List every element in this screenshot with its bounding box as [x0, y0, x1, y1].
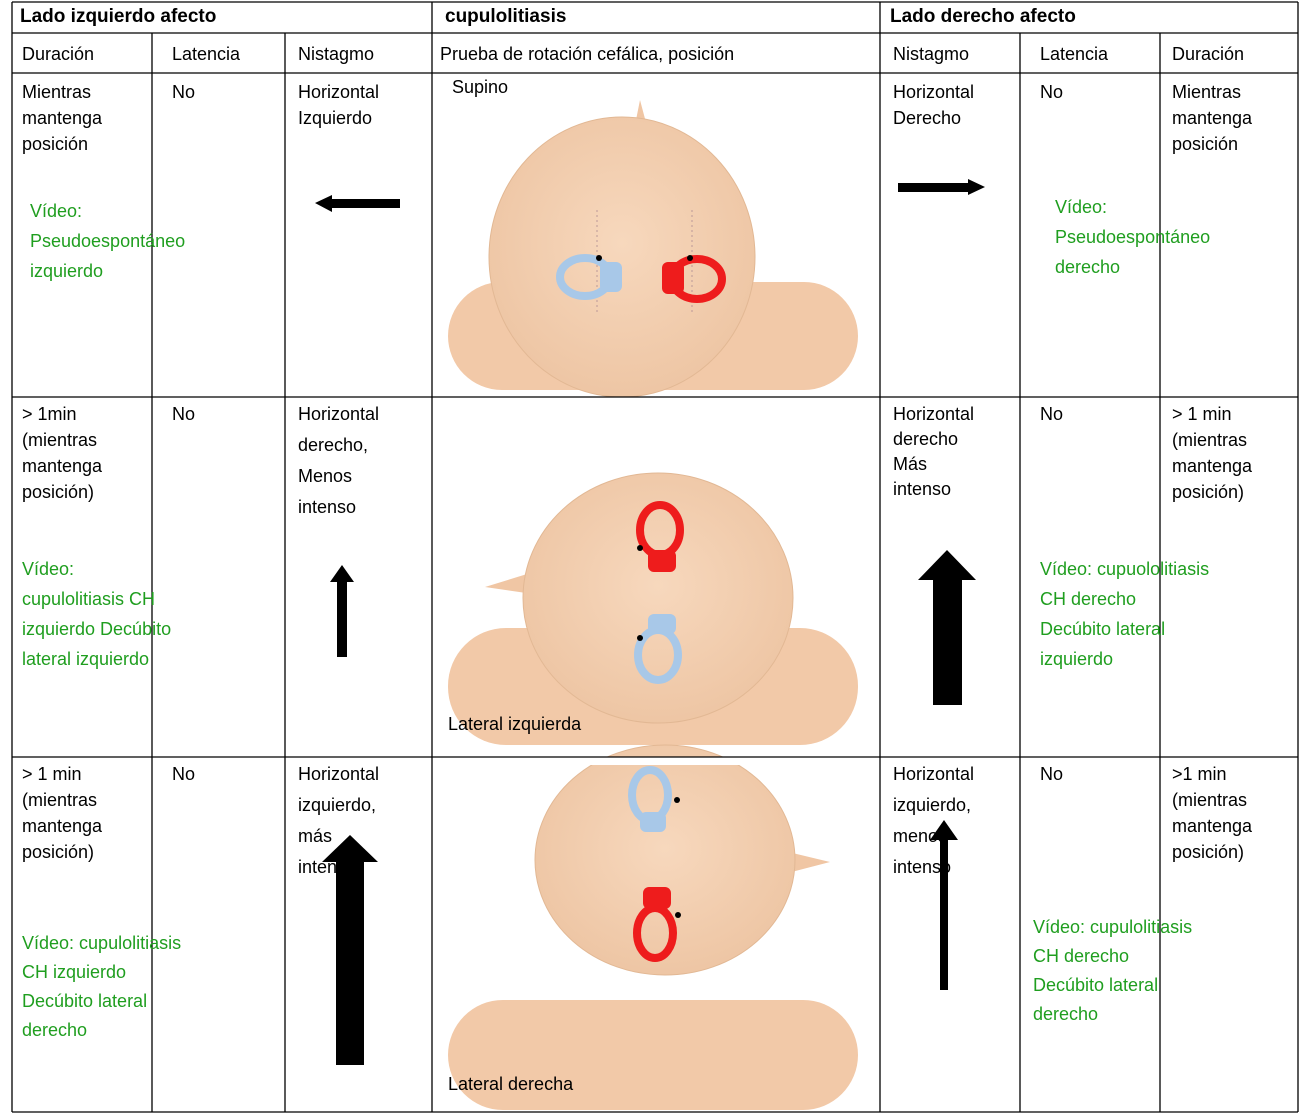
nystagmus: Izquierdo — [298, 108, 373, 128]
video-note: Vídeo: — [1055, 197, 1108, 217]
nystagmus: derecho — [893, 429, 959, 449]
duration: posición) — [1172, 842, 1245, 862]
video-note: Vídeo: — [22, 559, 75, 579]
head-right-lateral — [448, 744, 858, 1110]
video-note: CH izquierdo — [22, 962, 127, 982]
nystagmus: intenso — [298, 497, 357, 517]
video-note: derecho — [1055, 257, 1121, 277]
nystagmus: Horizontal — [298, 404, 380, 424]
position-label: Lateral derecha — [448, 1074, 574, 1094]
header-left: Lado izquierdo afecto — [20, 6, 217, 27]
video-note: Decúbito lateral — [22, 991, 148, 1011]
video-note: CH derecho — [1040, 589, 1137, 609]
video-note: Vídeo: cupulolitiasis — [22, 933, 182, 953]
header-center: cupulolitiasis — [445, 6, 567, 27]
duration: (mientras — [22, 430, 98, 450]
duration: > 1min — [22, 404, 77, 424]
table-borders — [11, 1, 1299, 1113]
latency: No — [1040, 764, 1064, 784]
nystagmus: Horizontal — [298, 764, 380, 784]
head-left-lateral — [448, 472, 858, 745]
video-note: Vídeo: cupulolitiasis — [1033, 917, 1193, 937]
nystagmus: menos — [893, 826, 948, 846]
latency: No — [172, 404, 196, 424]
video-note: Pseudoespontáneo — [30, 231, 186, 251]
nystagmus: intenso — [893, 479, 952, 499]
duration: mantenga — [22, 456, 103, 476]
duration: mantenga — [1172, 816, 1253, 836]
position-label: Lateral izquierda — [448, 714, 582, 734]
duration: > 1 min — [22, 764, 82, 784]
nystagmus: derecho, — [298, 435, 369, 455]
video-note: Decúbito lateral — [1040, 619, 1166, 639]
latency: No — [172, 764, 196, 784]
head-supine — [448, 100, 858, 398]
latency: No — [172, 82, 196, 102]
header-right: Lado derecho afecto — [890, 6, 1076, 27]
video-note: derecho — [1033, 1004, 1099, 1024]
duration: mantenga — [22, 108, 103, 128]
video-note: izquierdo — [30, 261, 104, 281]
latency: No — [1040, 404, 1064, 424]
duration: Mientras — [22, 82, 92, 102]
duration: posición) — [22, 482, 95, 502]
position-label: Supino — [452, 77, 509, 97]
nystagmus: más — [298, 826, 333, 846]
nystagmus: Horizontal — [893, 82, 975, 102]
column-header: Nistagmo — [298, 44, 375, 64]
column-header: Nistagmo — [893, 44, 970, 64]
nystagmus: intenso — [298, 857, 357, 877]
duration: (mientras — [1172, 430, 1248, 450]
video-note: izquierdo Decúbito — [22, 619, 172, 639]
duration: >1 min — [1172, 764, 1227, 784]
duration: posición — [22, 134, 89, 154]
duration: Mientras — [1172, 82, 1242, 102]
column-header: Latencia — [1040, 44, 1109, 64]
duration: posición) — [22, 842, 95, 862]
video-note: derecho — [22, 1020, 88, 1040]
latency: No — [1040, 82, 1064, 102]
nystagmus: intenso — [893, 857, 952, 877]
nystagmus: Horizontal — [893, 764, 975, 784]
duration: > 1 min — [1172, 404, 1232, 424]
nystagmus: izquierdo, — [893, 795, 972, 815]
duration: mantenga — [1172, 456, 1253, 476]
video-note: lateral izquierdo — [22, 649, 150, 669]
arrows — [315, 179, 985, 1065]
video-note: CH derecho — [1033, 946, 1130, 966]
column-header: Prueba de rotación cefálica, posición — [440, 44, 735, 64]
video-note: Pseudoespontáneo — [1055, 227, 1211, 247]
column-header: Duración — [1172, 44, 1245, 64]
video-note: Vídeo: — [30, 201, 83, 221]
duration: mantenga — [22, 816, 103, 836]
video-note: Decúbito lateral — [1033, 975, 1159, 995]
nystagmus: Horizontal — [298, 82, 380, 102]
nystagmus: Menos — [298, 466, 353, 486]
duration: mantenga — [1172, 108, 1253, 128]
duration: posición) — [1172, 482, 1245, 502]
duration: (mientras — [22, 790, 98, 810]
duration: (mientras — [1172, 790, 1248, 810]
column-header: Latencia — [172, 44, 241, 64]
video-note: Vídeo: cupuololitiasis — [1040, 559, 1210, 579]
nystagmus: Horizontal — [893, 404, 975, 424]
video-note: izquierdo — [1040, 649, 1114, 669]
nystagmus: Derecho — [893, 108, 962, 128]
column-header: Duración — [22, 44, 95, 64]
nystagmus: Más — [893, 454, 928, 474]
nystagmus: izquierdo, — [298, 795, 377, 815]
video-note: cupulolitiasis CH — [22, 589, 156, 609]
duration: posición — [1172, 134, 1239, 154]
